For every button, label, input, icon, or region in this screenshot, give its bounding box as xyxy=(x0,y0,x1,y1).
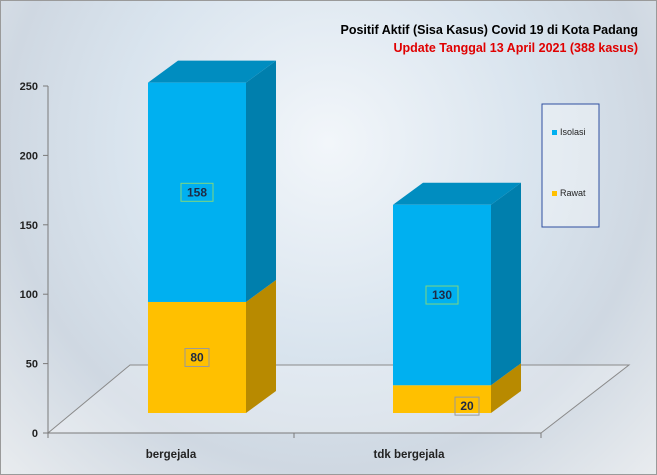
y-tick-label: 200 xyxy=(20,150,38,162)
data-label: 80 xyxy=(190,350,204,364)
y-tick-label: 250 xyxy=(20,81,38,93)
data-label-box xyxy=(425,285,459,305)
data-label-box xyxy=(180,182,214,202)
chart-title: Positif Aktif (Sisa Kasus) Covid 19 di K… xyxy=(340,23,638,37)
legend-swatch-isolasi xyxy=(552,130,557,135)
data-label-box xyxy=(184,347,210,367)
data-label: 130 xyxy=(432,288,452,302)
bar-side-isolasi xyxy=(491,182,521,386)
bar-top-isolasi xyxy=(148,60,276,83)
legend-label-rawat: Rawat xyxy=(560,188,586,198)
legend-label-isolasi: Isolasi xyxy=(560,127,586,137)
legend-box xyxy=(541,103,600,228)
data-label-box xyxy=(454,396,480,416)
bar-rawat xyxy=(393,385,491,413)
y-tick-label: 100 xyxy=(20,289,38,301)
bar-side-rawat xyxy=(491,363,521,413)
data-label: 20 xyxy=(460,399,474,413)
y-tick-label: 50 xyxy=(26,359,38,371)
bar-rawat xyxy=(148,301,246,413)
data-label: 158 xyxy=(187,185,207,199)
y-tick-label: 150 xyxy=(20,220,38,232)
bar-isolasi xyxy=(393,204,491,386)
y-tick-label: 0 xyxy=(32,428,38,440)
legend-swatch-rawat xyxy=(552,191,557,196)
bar-top-isolasi xyxy=(393,182,521,205)
bar-isolasi xyxy=(148,82,246,302)
x-tick-label: tdk bergejala xyxy=(374,449,446,461)
chart-subtitle: Update Tanggal 13 April 2021 (388 kasus) xyxy=(393,41,638,55)
floor-plane xyxy=(46,364,631,434)
bar-side-rawat xyxy=(246,279,276,413)
bar-side-isolasi xyxy=(246,60,276,302)
x-tick-label: bergejala xyxy=(146,449,197,461)
